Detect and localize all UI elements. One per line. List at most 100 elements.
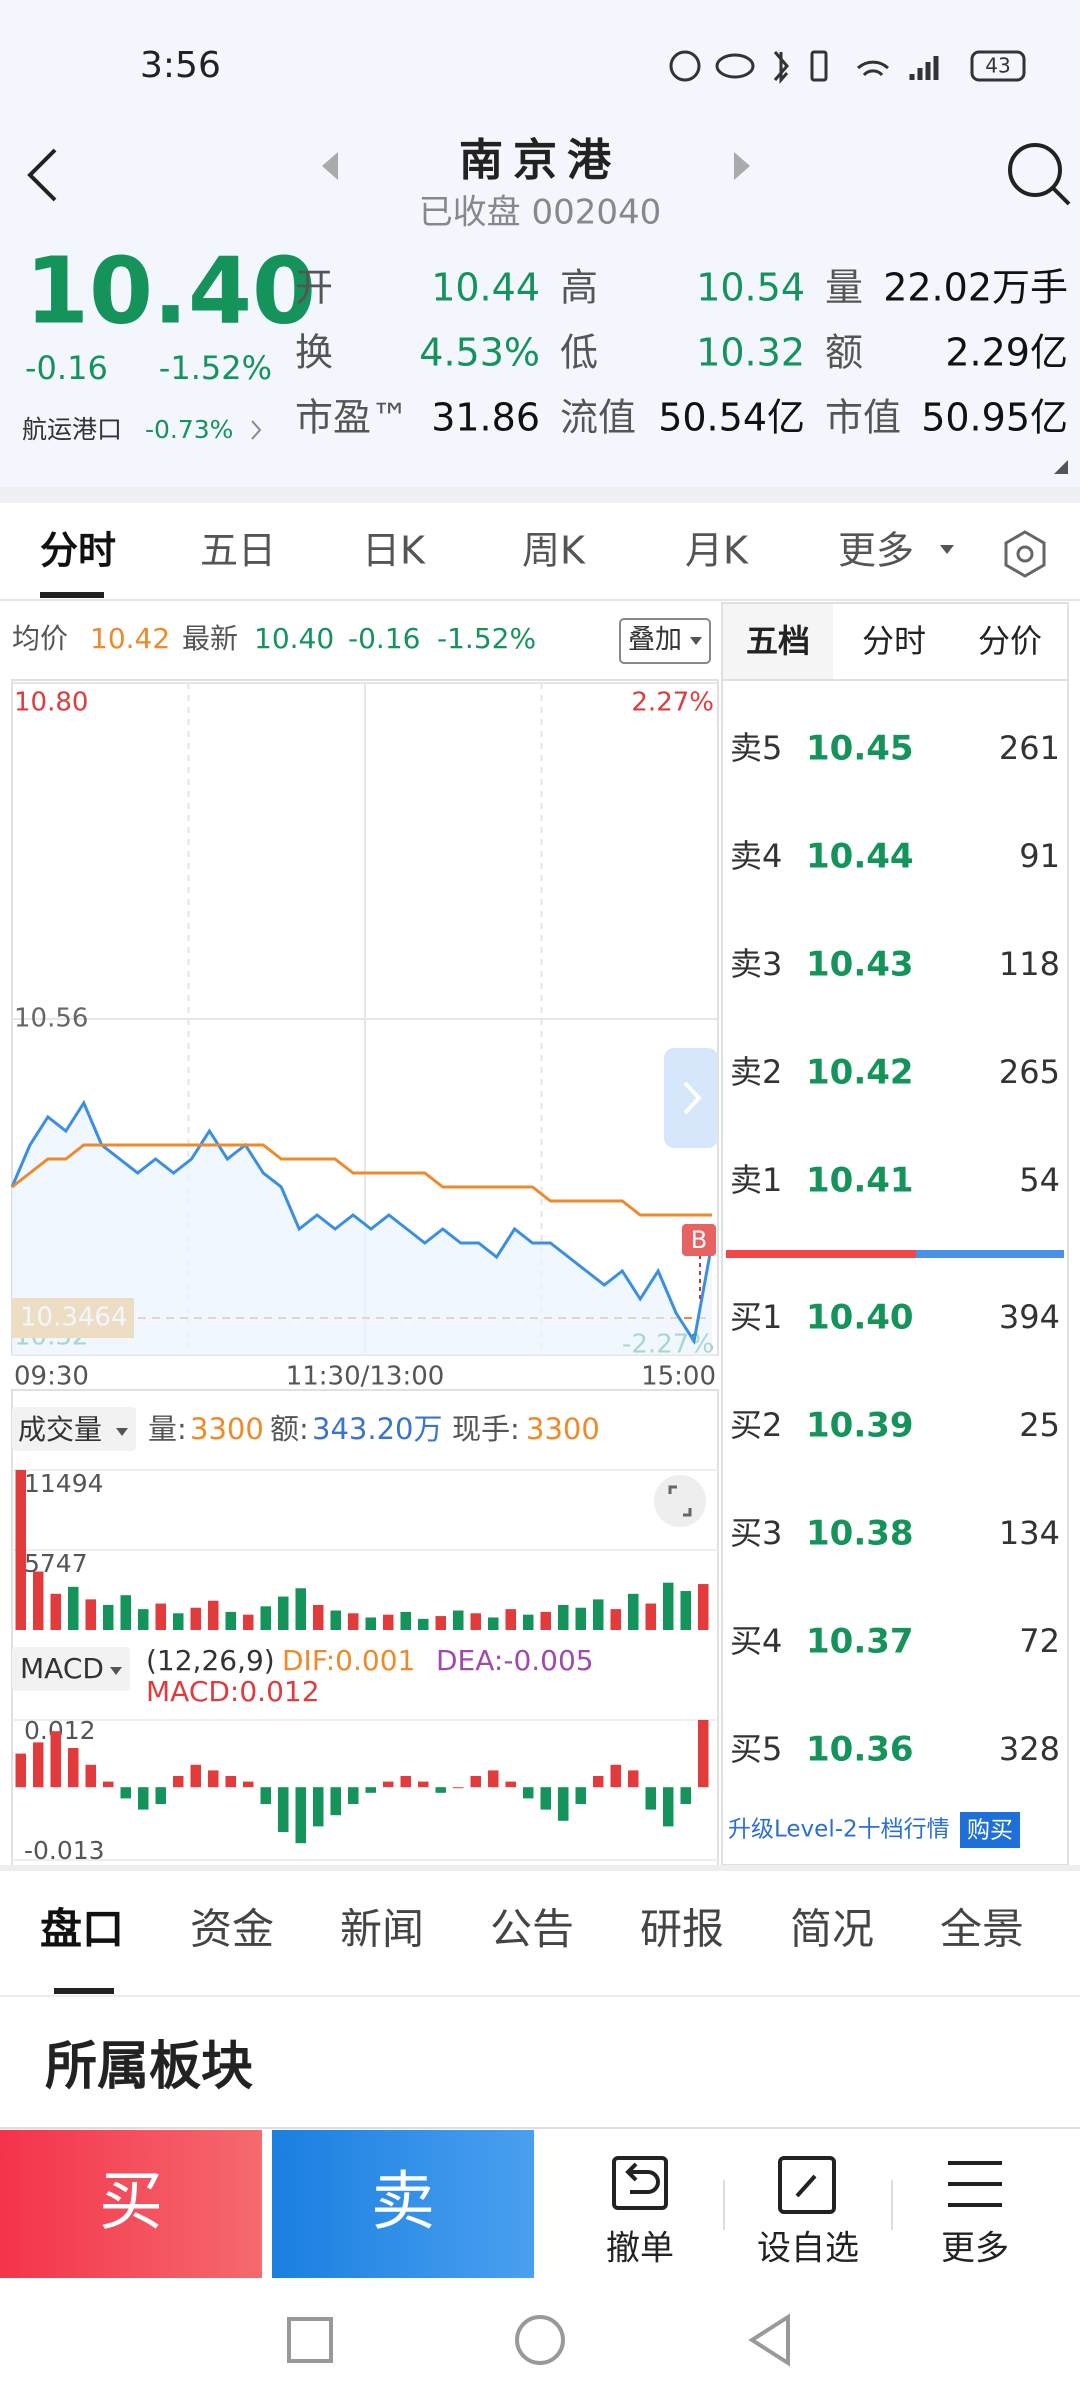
bottom-tab[interactable]: 新闻 — [340, 1905, 424, 1954]
book-price: 10.44 — [806, 837, 914, 877]
book-label: 买1 — [730, 1298, 782, 1336]
book-price: 10.42 — [806, 1053, 914, 1093]
macd-bar — [155, 1787, 166, 1804]
sector-pct[interactable]: -0.73% — [145, 415, 233, 444]
tab[interactable]: 月K — [685, 529, 749, 573]
book-price: 10.39 — [806, 1406, 914, 1446]
macd-bar — [575, 1787, 586, 1804]
tab[interactable]: 更多 — [838, 529, 914, 573]
volume-bar — [330, 1610, 341, 1630]
book-price: 10.45 — [806, 729, 914, 769]
macd-select[interactable] — [12, 1647, 130, 1691]
volume-bar — [243, 1614, 254, 1630]
y-tick-label: 10.56 — [14, 1004, 88, 1034]
macd-bar — [120, 1787, 131, 1799]
volume-bar — [680, 1591, 691, 1630]
battery: 43 — [985, 54, 1010, 78]
change-pct: -1.52% — [159, 349, 272, 387]
book-volume: 394 — [999, 1298, 1060, 1336]
volume-bar — [15, 1470, 26, 1630]
book-price: 10.40 — [806, 1298, 914, 1338]
stat-label: 换 — [295, 331, 333, 375]
bottom-tab[interactable]: 全景 — [940, 1905, 1024, 1954]
bottom-tab[interactable]: 盘口 — [40, 1905, 124, 1954]
volume-bar — [593, 1599, 604, 1630]
macd-dea: DEA:-0.005 — [436, 1644, 594, 1677]
macd-bar — [208, 1770, 219, 1788]
bottom-tab[interactable]: 公告 — [490, 1905, 574, 1954]
action-label[interactable]: 更多 — [941, 2229, 1009, 2269]
overlay-button[interactable] — [619, 618, 711, 664]
action-label[interactable]: 撤单 — [606, 2229, 674, 2269]
macd-bar — [260, 1787, 271, 1804]
volume-bar — [68, 1586, 79, 1630]
book-price: 10.41 — [806, 1161, 914, 1201]
stat-value: 50.54亿 — [658, 396, 805, 440]
book-label: 卖2 — [730, 1053, 782, 1091]
overlay-label: 叠加 — [628, 625, 682, 656]
fullscreen-button[interactable] — [654, 1475, 706, 1527]
sell-button[interactable] — [272, 2130, 534, 2278]
macd-dif: DIF:0.001 — [282, 1644, 415, 1677]
volume-bar — [628, 1593, 639, 1630]
volume-bar — [208, 1600, 219, 1630]
tab[interactable]: 分时 — [40, 529, 116, 573]
back-button[interactable] — [27, 148, 57, 202]
stat-value: 4.53% — [419, 331, 540, 375]
settings-icon[interactable] — [1004, 530, 1046, 578]
stat-value: 22.02万手 — [883, 266, 1068, 310]
hand-label: 现手: — [452, 1412, 520, 1446]
buy-label: 买 — [99, 2166, 163, 2240]
vol-value: 3300 — [190, 1412, 264, 1446]
volume-select[interactable] — [12, 1407, 136, 1451]
stat-label: 开 — [295, 266, 333, 310]
nav-buttons[interactable] — [287, 2313, 790, 2367]
bottom-tab[interactable]: 资金 — [190, 1905, 274, 1954]
macd-bar — [348, 1787, 359, 1804]
stat-label: 低 — [560, 331, 598, 375]
volume-bar — [278, 1596, 289, 1630]
nav-bar — [0, 2285, 1080, 2400]
bottom-tab[interactable]: 研报 — [640, 1905, 724, 1954]
book-tab[interactable]: 五档 — [746, 622, 810, 660]
buy-level2[interactable] — [960, 1812, 1020, 1848]
amt-value: 343.20万 — [312, 1412, 442, 1446]
book-tab[interactable]: 分价 — [978, 622, 1042, 660]
action-label[interactable]: 设自选 — [757, 2229, 859, 2269]
volume-bar — [155, 1603, 166, 1630]
sector-arrow[interactable] — [251, 420, 262, 440]
sector[interactable]: 航运港口 — [22, 415, 122, 444]
macd-params: (12,26,9) — [146, 1644, 275, 1677]
amt-label: 额: — [270, 1412, 309, 1446]
volume-bar — [103, 1604, 114, 1630]
macd-value: MACD:0.012 — [146, 1675, 320, 1708]
volume-bar — [698, 1584, 709, 1630]
tab[interactable]: 五日 — [200, 529, 276, 573]
side-handle[interactable] — [664, 1048, 718, 1148]
volume-bar — [663, 1582, 674, 1630]
bottom-tab[interactable]: 简况 — [790, 1905, 874, 1954]
macd-bar — [225, 1776, 236, 1788]
tab[interactable]: 日K — [362, 529, 426, 573]
expand-corner[interactable] — [1054, 460, 1068, 474]
macd-bar — [85, 1764, 96, 1788]
x-tick-label: 09:30 — [14, 1362, 89, 1392]
buy-button[interactable] — [0, 2130, 262, 2278]
book-tab[interactable]: 分时 — [862, 622, 926, 660]
search-button[interactable] — [1008, 143, 1071, 206]
volume-bar — [645, 1603, 656, 1630]
upgrade-link[interactable]: 升级Level-2十档行情 — [728, 1817, 950, 1843]
macd-bar — [400, 1776, 411, 1788]
volume-bar — [173, 1613, 184, 1630]
macd-bar — [523, 1787, 534, 1799]
macd-bar — [138, 1787, 149, 1810]
volume-info: 量: 3300 额: 343.20万 现手: 3300 — [148, 1412, 600, 1446]
right-label: 2.27% — [631, 688, 714, 718]
tab[interactable]: 周K — [522, 529, 586, 573]
macd-bar — [453, 1787, 464, 1789]
info-change-pct: -1.52% — [437, 622, 536, 655]
macd-bar — [313, 1787, 324, 1827]
volume-bar — [33, 1571, 44, 1630]
